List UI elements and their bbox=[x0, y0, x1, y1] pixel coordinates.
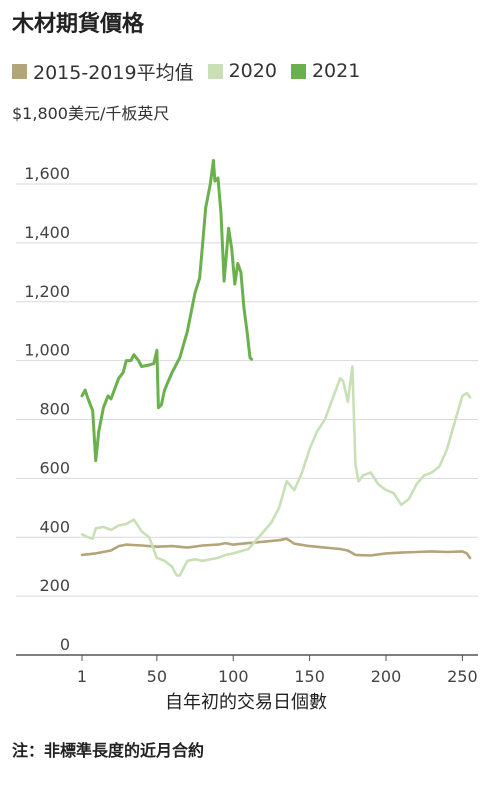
y-axis-unit-label: $1,800美元/千板英尺 bbox=[12, 104, 170, 123]
y-tick-labels: 0 200 400 600 800 1,000 1,200 1,400 1,600 bbox=[24, 164, 70, 654]
y-tick-label-1200: 1,200 bbox=[24, 282, 70, 301]
series-line-0 bbox=[80, 537, 472, 560]
series-line-2 bbox=[80, 158, 254, 463]
legend-swatch-2020 bbox=[207, 63, 223, 79]
legend-label-avg: 2015-2019平均值 bbox=[33, 61, 194, 84]
y-tick-label-1400: 1,400 bbox=[24, 223, 70, 242]
legend-label-2020: 2020 bbox=[228, 60, 277, 82]
legend-swatch-avg bbox=[12, 63, 27, 79]
y-tick-label-600: 600 bbox=[39, 458, 70, 477]
x-tick-label-200: 200 bbox=[371, 667, 402, 686]
y-tick-label-200: 200 bbox=[39, 576, 70, 595]
x-tick-label-100: 100 bbox=[218, 667, 249, 686]
x-tick-label-150: 150 bbox=[294, 667, 325, 686]
series-lines bbox=[80, 158, 472, 577]
y-tick-label-800: 800 bbox=[39, 400, 70, 419]
x-tick-label-250: 250 bbox=[447, 667, 478, 686]
chart-title: 木材期貨價格 bbox=[12, 12, 145, 37]
x-tick-labels: 1 50 100 150 200 250 bbox=[77, 655, 478, 686]
x-tick-label-1: 1 bbox=[77, 667, 87, 686]
footnote: 注：非標準長度的近月合約 bbox=[12, 741, 205, 760]
x-tick-label-50: 50 bbox=[147, 667, 167, 686]
legend-swatch-2021 bbox=[290, 63, 306, 79]
legend-item-2020: 2020 bbox=[207, 60, 277, 82]
series-line-1 bbox=[80, 365, 472, 577]
x-axis-label: 自年初的交易日個數 bbox=[165, 692, 327, 713]
legend-item-avg: 2015-2019平均值 bbox=[12, 58, 194, 85]
legend: 2015-2019平均值 2020 2021 bbox=[12, 58, 374, 84]
y-tick-label-400: 400 bbox=[39, 517, 70, 536]
legend-item-2021: 2021 bbox=[290, 60, 361, 82]
y-tick-label-1000: 1,000 bbox=[24, 341, 70, 360]
gridlines bbox=[16, 183, 478, 656]
y-tick-label-0: 0 bbox=[60, 635, 70, 654]
y-tick-label-1600: 1,600 bbox=[24, 164, 70, 183]
legend-label-2021: 2021 bbox=[311, 60, 361, 82]
